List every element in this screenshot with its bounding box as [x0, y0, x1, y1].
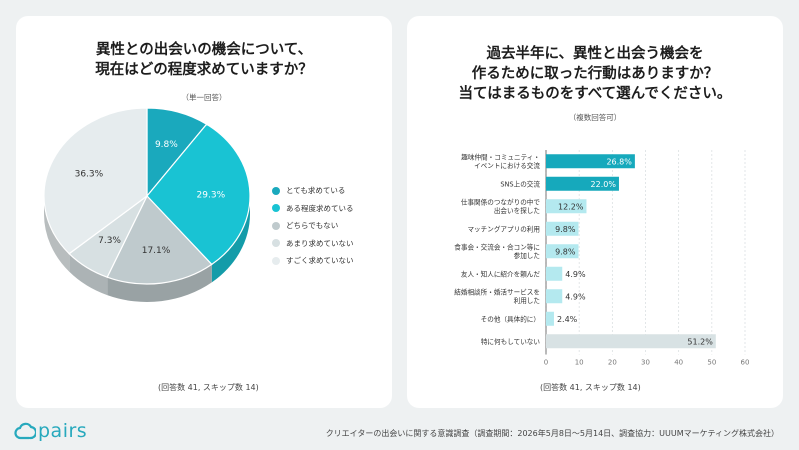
- category-label: その他（具体的に）: [481, 314, 540, 323]
- pie-value-label: 36.3%: [75, 169, 104, 179]
- pie-value-label: 17.1%: [142, 246, 171, 256]
- bar-title-line3: 当てはまるものをすべて選んでください。: [458, 86, 732, 102]
- category-label-line: 利用した: [514, 296, 540, 305]
- pie-tops: [43, 107, 251, 285]
- category-label-line: 出会いを探した: [494, 206, 540, 215]
- pie-value-label: 9.8%: [155, 140, 178, 150]
- category-label: 結婚相談所・婚活サービスを利用した: [454, 287, 540, 305]
- bar: [546, 266, 563, 281]
- bar-value-label: 12.2%: [558, 202, 584, 211]
- bar-value-label: 4.9%: [565, 292, 586, 301]
- x-tick-label: 60: [741, 359, 750, 367]
- pie-slice: [106, 194, 213, 285]
- bar-value-label: 26.8%: [606, 157, 632, 166]
- category-label: 特に何もしていない: [481, 337, 541, 346]
- x-tick-label: 30: [641, 359, 650, 367]
- x-tick-label: 0: [544, 359, 548, 367]
- bar: [546, 199, 587, 214]
- category-label-line: SNS上の交流: [500, 179, 540, 188]
- x-tick-label: 20: [608, 359, 617, 367]
- bar-title-line1: 過去半年に、異性と出会う機会を: [486, 46, 704, 62]
- category-label-line: 友人・知人に紹介を頼んだ: [461, 269, 541, 278]
- x-tick-label: 40: [674, 359, 683, 367]
- legend-swatch: [272, 239, 280, 248]
- category-label-line: 食事会・交流会・合コン等に: [454, 242, 540, 251]
- survey-note: クリエイターの出会いに関する意識調査（調査期間：2026年5月8日～5月14日、…: [325, 429, 779, 438]
- bar: [546, 334, 716, 349]
- bar: [546, 176, 619, 191]
- bar-value-label: 4.9%: [565, 270, 586, 279]
- pie-legend: とても求めている ある程度求めている どちらでもないあまり求めていない すごく求めてい…: [272, 182, 354, 270]
- pie-slice-side: [44, 196, 70, 272]
- bar-grid: 0 10 20 30 40 50 60: [544, 150, 750, 367]
- pie-card: 異性との出会いの機会について、 現在はどの程度求めていますか？ （単一回答） 9…: [16, 16, 392, 408]
- category-label-line: 参加した: [514, 251, 540, 260]
- bar-title-line2: 作るために取った行動はありますか？: [471, 66, 719, 82]
- x-tick-label: 10: [575, 359, 584, 367]
- pie-footnote: (回答数 41, スキップ数 14): [158, 383, 259, 392]
- pie-value-label: 7.3%: [98, 236, 121, 246]
- category-label: 食事会・交流会・合コン等に参加した: [454, 242, 540, 260]
- legend-item: すごく求めていない: [272, 252, 354, 270]
- pie-title: 異性との出会いの機会について、 現在はどの程度求めていますか？: [16, 40, 392, 80]
- legend-label: すごく求めていない: [286, 256, 354, 266]
- pie-sides: [44, 196, 250, 302]
- pie-title-line1: 異性との出会いの機会について、: [95, 42, 313, 58]
- legend-item: あまり求めていない: [272, 235, 354, 253]
- category-label-line: イベントにおける交流: [474, 161, 540, 170]
- bar-value-label: 22.0%: [591, 180, 617, 189]
- bar: [546, 311, 554, 326]
- bar-value-label: 9.8%: [555, 247, 576, 256]
- x-tick-label: 50: [707, 359, 716, 367]
- bar-card: 過去半年に、異性と出会う機会を 作るために取った行動はありますか？ 当てはまるも…: [407, 16, 783, 408]
- category-label: SNS上の交流: [500, 179, 540, 188]
- legend-label: あまり求めていない: [286, 238, 354, 248]
- bar-chart: 0 10 20 30 40 50 60 26.8% 趣味仲間・コミュニティ・イベントにおける交流…: [454, 150, 750, 367]
- pie-slice-side: [107, 264, 212, 302]
- legend-item: どちらでもない: [272, 217, 354, 235]
- bar-value-label: 9.8%: [555, 225, 576, 234]
- pie-value-labels: 9.8% 29.3% 17.1% 7.3% 36.3%: [75, 140, 226, 256]
- category-label-line: 仕事関係のつながりの中で: [461, 197, 541, 206]
- bars: 26.8% 趣味仲間・コミュニティ・イベントにおける交流 22.0% SNS上の交流 1…: [454, 152, 716, 349]
- category-label-line: 趣味仲間・コミュニティ・: [461, 152, 540, 161]
- category-label: 仕事関係のつながりの中で出会いを探した: [461, 197, 541, 215]
- bar-value-label: 51.2%: [687, 337, 713, 346]
- pie-slice: [43, 107, 148, 255]
- legend-label: とても求めている: [286, 186, 346, 196]
- legend-swatch: [272, 256, 280, 265]
- pie-slice-side: [211, 196, 250, 283]
- legend-label: ある程度求めている: [286, 203, 354, 213]
- pie-title-line2: 現在はどの程度求めていますか？: [95, 62, 313, 78]
- category-label: 趣味仲間・コミュニティ・イベントにおける交流: [461, 152, 540, 170]
- legend-item: ある程度求めている: [272, 200, 354, 218]
- bar: [546, 154, 635, 169]
- legend-label: どちらでもない: [286, 221, 339, 231]
- bar: [546, 289, 563, 304]
- legend-swatch: [272, 221, 280, 230]
- category-label: 友人・知人に紹介を頼んだ: [461, 269, 541, 278]
- pie-chart: 9.8% 29.3% 17.1% 7.3% 36.3%: [43, 107, 251, 302]
- pie-slice: [146, 123, 251, 266]
- category-label-line: その他（具体的に）: [481, 314, 540, 323]
- pairs-logo: pairs: [14, 420, 87, 442]
- category-label-line: 特に何もしていない: [481, 337, 541, 346]
- category-label-line: 結婚相談所・婚活サービスを: [454, 287, 540, 296]
- bar-value-label: 2.4%: [557, 315, 578, 324]
- logo-text: pairs: [38, 420, 88, 442]
- bar-footnote: (回答数 41, スキップ数 14): [540, 383, 641, 392]
- pie-value-label: 29.3%: [197, 190, 226, 200]
- bar-subtitle: （複数回答可）: [568, 113, 622, 122]
- legend-swatch: [272, 186, 280, 195]
- cloud-icon: [14, 422, 36, 440]
- pie-slice-side: [69, 253, 108, 296]
- bar: [546, 221, 579, 236]
- category-label: マッチングアプリの利用: [467, 224, 540, 233]
- bar-title: 過去半年に、異性と出会う機会を 作るために取った行動はありますか？ 当てはまるも…: [407, 44, 783, 104]
- category-label-line: マッチングアプリの利用: [467, 224, 540, 233]
- legend-item: とても求めている: [272, 182, 354, 200]
- pie-subtitle: （単一回答）: [181, 93, 227, 102]
- bar: [546, 244, 579, 259]
- legend-swatch: [272, 204, 280, 213]
